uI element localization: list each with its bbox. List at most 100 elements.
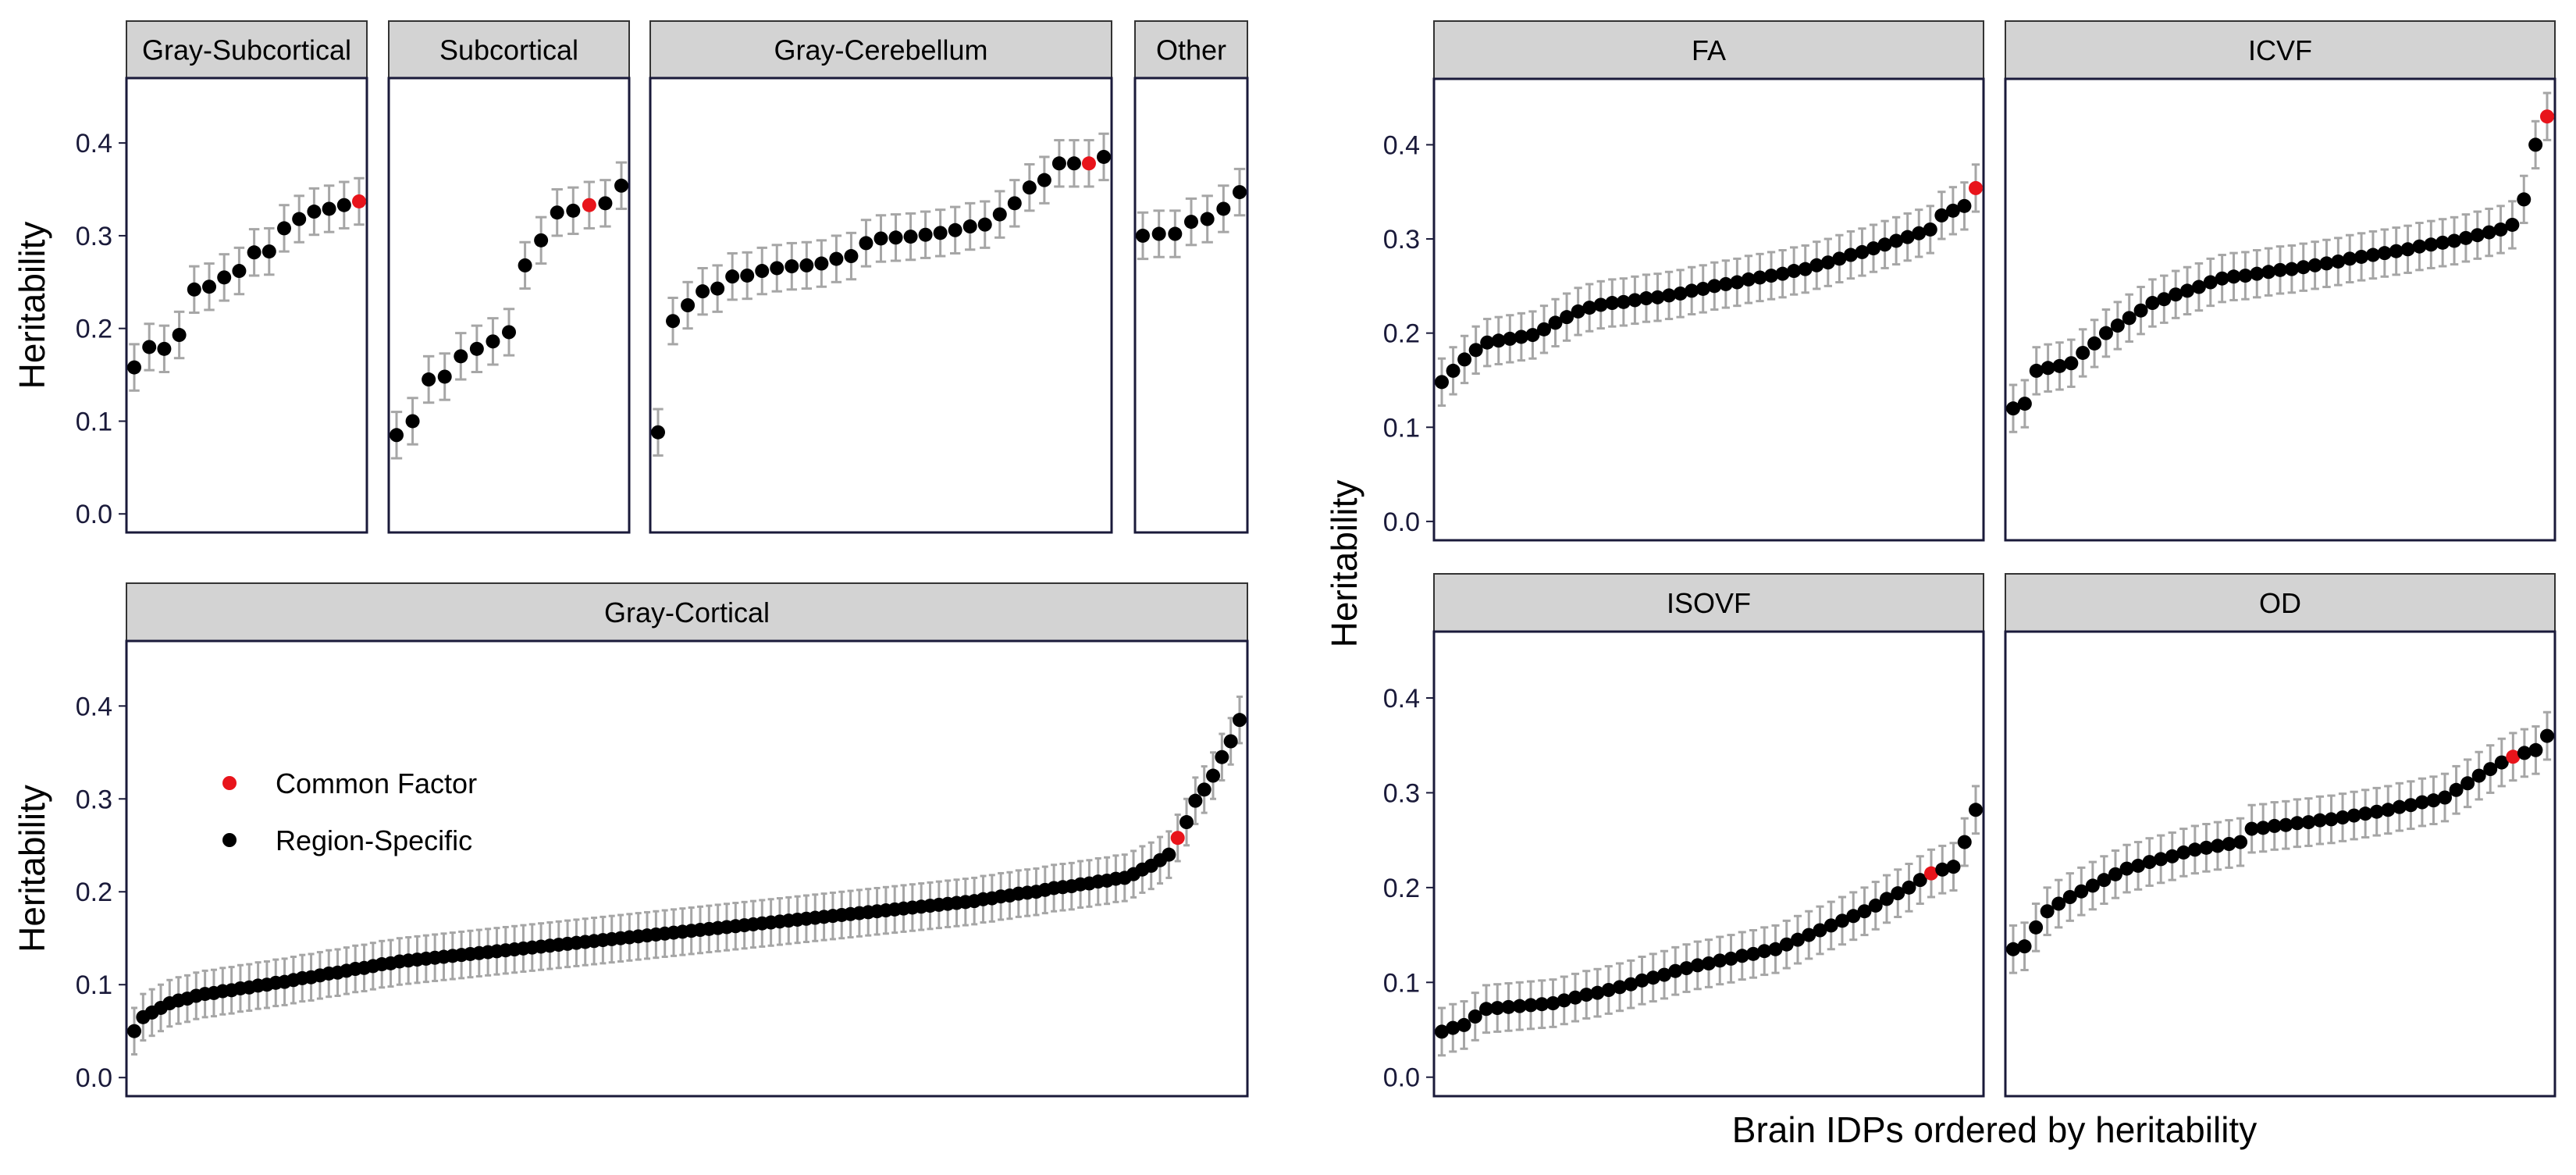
data-point-region-specific xyxy=(2392,799,2407,814)
panel-strip xyxy=(126,20,368,79)
data-point-region-specific xyxy=(217,270,232,285)
data-point-region-specific xyxy=(1525,328,1540,343)
data-point-region-specific xyxy=(202,280,216,294)
data-point-region-specific xyxy=(322,201,336,216)
data-point-region-specific xyxy=(2122,311,2137,326)
data-point-region-specific xyxy=(918,227,933,242)
y-tick-label: 0.0 xyxy=(76,500,112,529)
panel-icvf: ICVF xyxy=(2004,20,2556,542)
data-point-region-specific xyxy=(2233,835,2248,849)
data-point-region-specific xyxy=(1945,203,1960,218)
data-point-region-specific xyxy=(1457,1017,1471,1032)
data-point-region-specific xyxy=(1524,998,1538,1013)
data-point-region-specific xyxy=(1846,909,1861,924)
data-point-region-specific xyxy=(1685,283,1699,298)
data-point-region-specific xyxy=(1557,993,1571,1008)
data-point-region-specific xyxy=(1579,988,1594,1002)
data-point-region-specific xyxy=(1480,335,1495,350)
data-point-region-specific xyxy=(2017,397,2032,411)
data-point-region-specific xyxy=(1624,977,1638,992)
data-point-region-specific xyxy=(127,360,141,375)
data-point-region-specific xyxy=(1912,873,1927,888)
data-point-region-specific xyxy=(2199,840,2214,855)
y-tick-label: 0.4 xyxy=(76,692,112,721)
y-tick-label: 0.0 xyxy=(1383,507,1420,537)
data-point-region-specific xyxy=(1568,990,1582,1005)
data-point-region-specific xyxy=(1233,713,1247,728)
panel-gray-cortical: Gray-Cortical 0.0 0.1 0.2 0.3 0.4 Heritability xyxy=(12,582,1249,1098)
data-point-region-specific xyxy=(651,425,665,440)
data-point-region-specific xyxy=(1802,928,1816,942)
data-point-region-specific xyxy=(740,268,755,283)
panel-strip xyxy=(1433,573,1984,632)
y-tick-label: 0.0 xyxy=(76,1063,112,1093)
data-point-region-specific xyxy=(1752,270,1767,285)
data-point-region-specific xyxy=(2261,265,2276,280)
panel-title: ISOVF xyxy=(1667,587,1751,619)
data-point-region-specific xyxy=(1179,815,1194,830)
panel-title: Subcortical xyxy=(439,34,578,66)
data-point-region-specific xyxy=(1673,286,1688,301)
y-tick-label: 0.4 xyxy=(1383,684,1420,714)
data-point-region-specific xyxy=(859,236,873,251)
data-point-region-specific xyxy=(1832,251,1847,266)
data-point-region-specific xyxy=(2052,358,2067,373)
data-point-region-specific xyxy=(2108,867,2122,881)
data-point-region-specific xyxy=(785,259,799,274)
data-point-region-specific xyxy=(1638,291,1653,306)
data-point-region-specific xyxy=(247,245,262,260)
data-point-region-specific xyxy=(2273,262,2287,277)
data-point-region-specific xyxy=(2471,768,2486,783)
data-point-region-specific xyxy=(1616,294,1631,309)
data-point-region-specific xyxy=(2307,258,2322,272)
data-point-region-specific xyxy=(2267,818,2282,833)
data-point-region-specific xyxy=(1835,913,1849,928)
data-point-region-specific xyxy=(157,341,172,356)
data-point-region-specific xyxy=(933,226,948,240)
data-point-region-specific xyxy=(2369,804,2384,819)
data-point-region-specific xyxy=(1735,949,1749,963)
data-point-region-specific xyxy=(2449,782,2464,797)
data-point-region-specific xyxy=(2389,244,2403,258)
data-point-region-specific xyxy=(1741,272,1756,287)
data-point-region-specific xyxy=(2133,303,2148,318)
data-point-region-specific xyxy=(2290,816,2304,831)
data-point-region-specific xyxy=(262,244,276,259)
data-point-region-specific xyxy=(1891,886,1905,901)
data-point-region-specific xyxy=(2131,858,2146,873)
data-point-region-specific xyxy=(1022,180,1037,195)
y-axis-title: Heritability xyxy=(12,785,52,952)
data-point-region-specific xyxy=(1857,904,1872,919)
data-point-region-specific xyxy=(2087,336,2102,351)
panel-frame xyxy=(387,77,631,534)
data-point-region-specific xyxy=(2256,821,2271,835)
data-point-region-specific xyxy=(1216,201,1231,216)
data-point-region-specific xyxy=(390,428,404,443)
y-tick-label: 0.1 xyxy=(76,970,112,1000)
panel-frame xyxy=(2004,630,2556,1098)
data-point-region-specific xyxy=(1823,918,1838,933)
data-point-region-specific xyxy=(2085,878,2100,893)
y-tick-label: 0.0 xyxy=(1383,1063,1420,1093)
data-point-region-specific xyxy=(2414,795,2429,810)
data-point-region-specific xyxy=(1514,329,1528,344)
data-point-region-specific xyxy=(2347,808,2361,823)
data-point-region-specific xyxy=(2438,790,2453,805)
data-point-region-specific xyxy=(2098,326,2113,340)
data-point-region-specific xyxy=(486,334,500,349)
data-point-region-specific xyxy=(2176,845,2191,860)
data-point-region-specific xyxy=(977,217,992,232)
data-point-region-specific xyxy=(614,178,628,193)
data-point-region-specific xyxy=(187,282,201,297)
data-point-region-specific xyxy=(1935,862,1950,877)
data-point-region-specific xyxy=(2203,275,2218,290)
data-point-region-specific xyxy=(1889,233,1904,248)
data-point-region-specific xyxy=(1582,301,1597,315)
data-point-region-specific xyxy=(2154,852,2169,867)
data-point-region-specific xyxy=(1880,892,1894,906)
data-point-region-specific xyxy=(829,251,844,266)
data-point-region-specific xyxy=(1730,275,1745,290)
data-point-region-specific xyxy=(2119,861,2134,876)
data-point-region-specific xyxy=(2483,762,2498,777)
